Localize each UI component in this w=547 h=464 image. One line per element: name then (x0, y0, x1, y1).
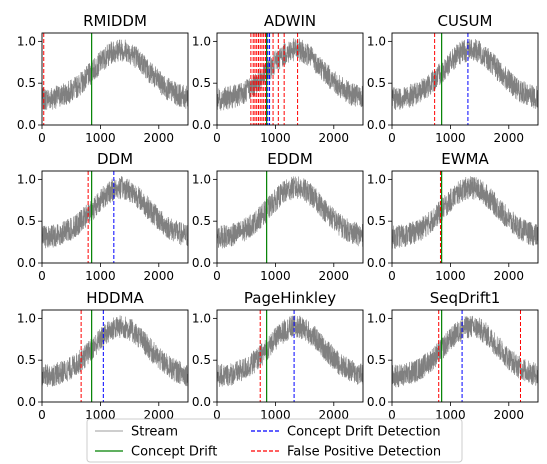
y-tick-label: 1.0 (367, 34, 386, 48)
panel-title: EWMA (441, 150, 489, 168)
axes-frame (391, 170, 539, 264)
stream-series (217, 315, 363, 387)
axes-frame (391, 309, 539, 403)
x-tick-label: 0 (213, 408, 221, 422)
panel-title: CUSUM (438, 12, 493, 30)
panel-title: ADWIN (264, 12, 316, 30)
y-tick-label: 0.5 (367, 353, 386, 367)
axes-frame (41, 309, 189, 403)
legend-box (86, 418, 463, 463)
y-tick-label: 0.5 (367, 76, 386, 90)
legend: Stream Concept Drift Concept Drift Detecti… (86, 418, 463, 463)
x-tick-label: 0 (388, 131, 396, 145)
x-tick-label: 2000 (144, 131, 175, 145)
stream-series (42, 176, 188, 249)
legend-label-fp: False Positive Detection (287, 445, 441, 460)
y-tick-label: 0.5 (17, 76, 36, 90)
y-tick-label: 1.0 (17, 311, 36, 325)
x-tick-label: 2000 (494, 408, 525, 422)
y-tick-label: 0.0 (192, 118, 211, 132)
x-tick-label: 1000 (435, 269, 466, 283)
axes-frame (391, 32, 539, 126)
panel-cusum: CUSUM 0 1000 2000 0.0 0.5 1.0 (367, 12, 539, 145)
panel-rmiddm: RMIDDM 0 1000 2000 0.0 0.5 1.0 (17, 12, 189, 145)
panel-title: PageHinkley (244, 289, 336, 307)
y-tick-label: 0.5 (17, 353, 36, 367)
panel-title: RMIDDM (83, 12, 147, 30)
x-tick-label: 0 (38, 131, 46, 145)
x-tick-label: 2000 (494, 131, 525, 145)
x-tick-label: 1000 (85, 131, 116, 145)
y-tick-label: 0.0 (17, 256, 36, 270)
x-tick-label: 0 (38, 269, 46, 283)
x-tick-label: 1000 (85, 269, 116, 283)
y-tick-label: 1.0 (17, 172, 36, 186)
axes-frame (216, 170, 364, 264)
x-tick-label: 0 (213, 269, 221, 283)
y-tick-label: 0.5 (192, 76, 211, 90)
legend-label-stream: Stream (131, 425, 178, 440)
x-tick-label: 1000 (435, 131, 466, 145)
axes-frame (41, 170, 189, 264)
y-tick-label: 1.0 (192, 172, 211, 186)
x-tick-label: 2000 (319, 131, 350, 145)
y-tick-label: 0.0 (192, 256, 211, 270)
x-tick-label: 0 (388, 408, 396, 422)
stream-series (392, 38, 538, 111)
panel-ewma: EWMA 0 1000 2000 0.0 0.5 1.0 (367, 150, 539, 283)
y-tick-label: 0.0 (367, 118, 386, 132)
y-tick-label: 0.0 (192, 395, 211, 409)
axes-frame (216, 309, 364, 403)
panel-title: SeqDrift1 (430, 289, 501, 307)
panel-title: EDDM (267, 150, 313, 168)
y-tick-label: 1.0 (17, 34, 36, 48)
y-tick-label: 1.0 (192, 311, 211, 325)
x-tick-label: 0 (38, 408, 46, 422)
y-tick-label: 0.5 (17, 214, 36, 228)
panel-ddm: DDM 0 1000 2000 0.0 0.5 1.0 (17, 150, 189, 283)
stream-series (42, 315, 188, 388)
x-tick-label: 1000 (260, 269, 291, 283)
axes-frame (41, 32, 189, 126)
x-tick-label: 2000 (494, 269, 525, 283)
y-tick-label: 0.0 (17, 118, 36, 132)
panel-title: DDM (97, 150, 133, 168)
y-tick-label: 0.5 (367, 214, 386, 228)
x-tick-label: 2000 (319, 269, 350, 283)
legend-label-detect: Concept Drift Detection (287, 425, 441, 440)
stream-series (392, 176, 538, 249)
stream-series (217, 38, 363, 111)
panel-title: HDDMA (86, 289, 144, 307)
panel-eddm: EDDM 0 1000 2000 0.0 0.5 1.0 (192, 150, 364, 283)
x-tick-label: 2000 (144, 269, 175, 283)
y-tick-label: 1.0 (367, 172, 386, 186)
y-tick-label: 0.0 (367, 395, 386, 409)
y-tick-label: 0.5 (192, 353, 211, 367)
y-tick-label: 0.0 (17, 395, 36, 409)
x-tick-label: 0 (388, 269, 396, 283)
y-tick-label: 0.0 (367, 256, 386, 270)
y-tick-label: 1.0 (192, 34, 211, 48)
x-tick-label: 0 (213, 131, 221, 145)
stream-series (392, 315, 538, 388)
y-tick-label: 1.0 (367, 311, 386, 325)
legend-label-drift: Concept Drift (131, 445, 217, 460)
y-tick-label: 0.5 (192, 214, 211, 228)
axes-frame (216, 32, 364, 126)
stream-series (42, 39, 188, 111)
x-tick-label: 1000 (260, 131, 291, 145)
panel-adwin: ADWIN 0 1000 2000 0.0 0.5 1.0 (192, 12, 364, 145)
stream-series (217, 176, 363, 249)
